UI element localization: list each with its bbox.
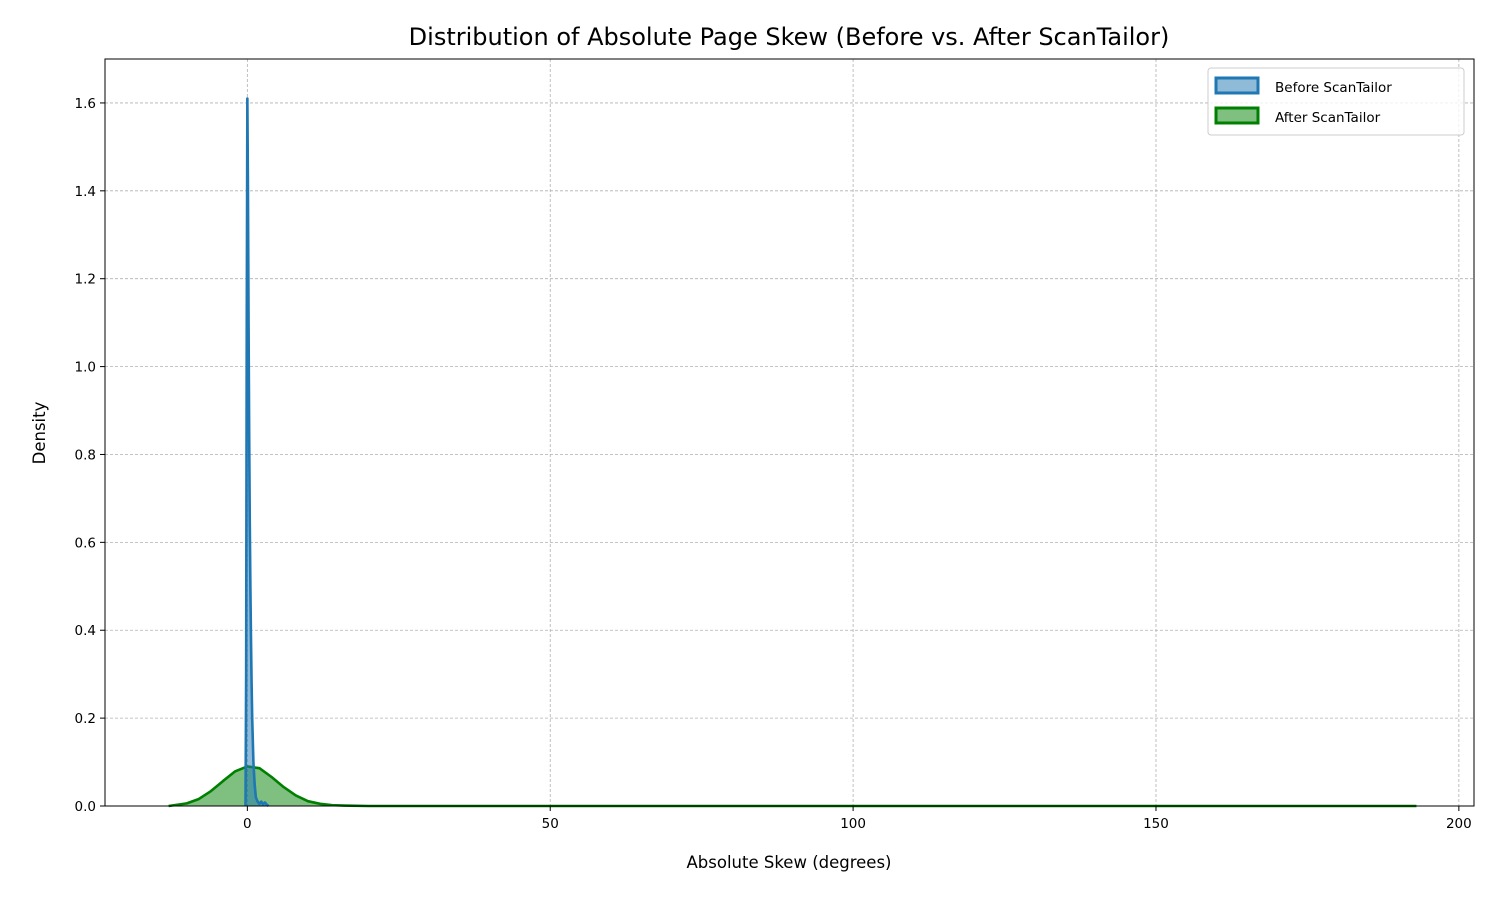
- y-tick-label: 1.6: [75, 96, 96, 112]
- density-area-before: [245, 98, 269, 807]
- y-tick-label: 1.0: [75, 360, 96, 376]
- x-tick-label: 50: [542, 816, 559, 832]
- legend: Before ScanTailor After ScanTailor: [1207, 67, 1465, 136]
- y-tick-label: 1.4: [75, 184, 96, 200]
- x-tick-label: 0: [243, 816, 252, 832]
- density-area-after: [168, 766, 1417, 806]
- ticks: 0 50 100 150 200 0.0 0.2 0.4 0.6 0.8 1.0 1.2 1.4 1.6: [75, 96, 1472, 832]
- plot-frame: [104, 58, 1475, 807]
- y-tick-label: 0.8: [75, 447, 96, 463]
- legend-label-after: After ScanTailor: [1275, 110, 1381, 126]
- x-axis-label: Absolute Skew (degrees): [687, 853, 892, 872]
- y-axis-label: Density: [30, 401, 49, 464]
- chart-title: Distribution of Absolute Page Skew (Befo…: [409, 23, 1170, 51]
- y-tick-label: 0.0: [75, 799, 96, 815]
- x-tick-label: 200: [1446, 816, 1472, 832]
- density-line-before: [244, 97, 270, 808]
- y-tick-label: 0.4: [75, 623, 96, 639]
- y-tick-label: 0.6: [75, 535, 96, 551]
- legend-label-before: Before ScanTailor: [1275, 80, 1392, 96]
- y-tick-label: 0.2: [75, 711, 96, 727]
- x-tick-label: 100: [840, 816, 866, 832]
- legend-swatch-after: [1214, 106, 1260, 125]
- legend-swatch-before: [1214, 76, 1260, 95]
- legend-frame: [1207, 67, 1465, 136]
- y-tick-label: 1.2: [75, 272, 96, 288]
- x-tick-label: 150: [1143, 816, 1169, 832]
